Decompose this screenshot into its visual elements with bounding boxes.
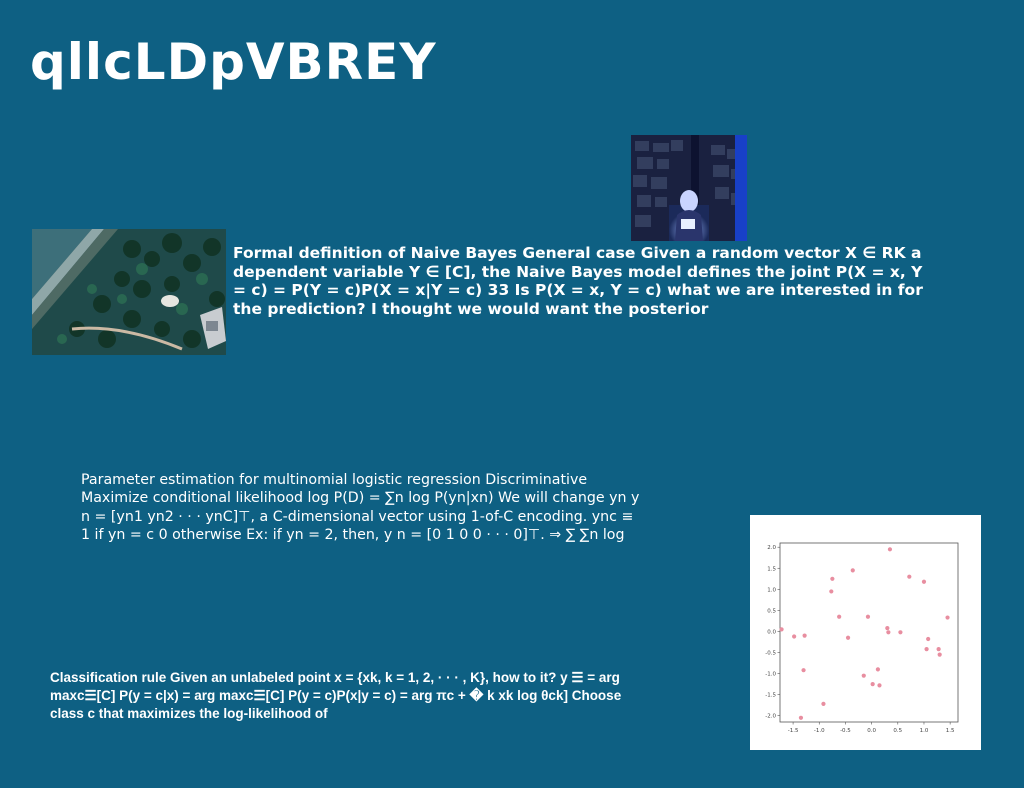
scatter-point xyxy=(870,681,875,687)
person-photo-graphic xyxy=(631,135,747,241)
scatter-point xyxy=(898,630,903,635)
y-tick-label: 2.0 xyxy=(767,545,776,551)
x-tick-label: 0.0 xyxy=(867,728,876,734)
scatter-point xyxy=(798,715,804,720)
aerial-photo-graphic xyxy=(32,229,226,355)
scatter-point xyxy=(921,579,927,584)
scatter-point xyxy=(861,673,866,678)
scatter-chart-svg: -1.5 -1.0 -0.5 0.0 0.5 1.0 1.5 2.0 1.5 1.0 0.5 0.0 -… xyxy=(765,542,959,734)
scatter-point xyxy=(865,614,871,619)
x-tick-label: 1.5 xyxy=(946,728,955,734)
scatter-point xyxy=(937,652,942,657)
y-tick-label: 1.5 xyxy=(767,566,776,572)
scatter-point xyxy=(829,589,834,594)
x-tick-label: -1.0 xyxy=(814,728,825,734)
scatter-point xyxy=(837,614,842,619)
plot-frame xyxy=(779,542,959,723)
x-tick-label: 1.0 xyxy=(920,728,929,734)
scatter-point xyxy=(821,701,826,706)
scatter-point xyxy=(885,625,890,631)
x-tick-label: -1.5 xyxy=(788,728,799,734)
scatter-point xyxy=(792,634,797,639)
scatter-point xyxy=(936,647,941,652)
y-tick-label: -1.0 xyxy=(765,672,776,678)
aerial-photo xyxy=(32,229,226,355)
naive-bayes-paragraph: Formal definition of Naive Bayes General… xyxy=(233,244,923,318)
scatter-point xyxy=(850,568,855,573)
logistic-regression-paragraph: Parameter estimation for multinomial log… xyxy=(81,472,640,543)
scatter-point xyxy=(926,636,931,642)
scatter-point xyxy=(830,576,835,581)
scatter-point xyxy=(907,574,912,579)
scatter-point xyxy=(845,635,851,640)
scatter-point xyxy=(877,683,882,688)
y-tick-label: -1.5 xyxy=(765,693,776,699)
y-tick-label: -0.5 xyxy=(765,651,776,657)
scatter-point xyxy=(887,547,893,552)
person-photo xyxy=(631,135,747,241)
y-tick-label: 0.5 xyxy=(767,608,776,614)
scatter-point xyxy=(924,647,929,652)
classification-rule-paragraph: Classification rule Given an unlabeled p… xyxy=(50,670,622,721)
page-title: qllcLDpVBREY xyxy=(30,33,437,91)
scatter-point xyxy=(886,630,891,635)
x-tick-label: 0.5 xyxy=(893,728,902,734)
scatter-point xyxy=(802,633,807,638)
x-tick-label: -0.5 xyxy=(840,728,851,734)
y-tick-label: -2.0 xyxy=(765,714,776,720)
y-tick-label: 0.0 xyxy=(767,629,776,635)
scatter-chart: -1.5 -1.0 -0.5 0.0 0.5 1.0 1.5 2.0 1.5 1.0 0.5 0.0 -… xyxy=(750,515,981,750)
scatter-point xyxy=(945,615,950,620)
scatter-point xyxy=(779,627,784,632)
scatter-point xyxy=(875,667,880,672)
y-tick-label: 1.0 xyxy=(767,587,776,593)
scatter-point xyxy=(801,668,806,673)
